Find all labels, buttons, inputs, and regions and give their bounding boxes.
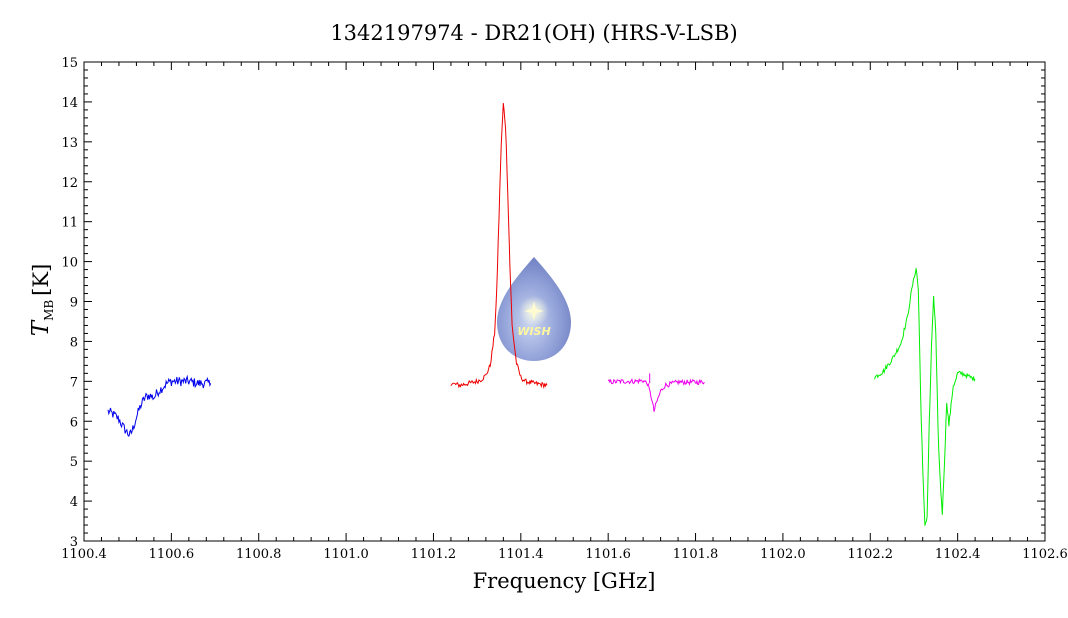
x-tick-label: 1101.2	[411, 547, 457, 562]
y-tick-label: 11	[61, 216, 78, 231]
spectrum-series-line	[874, 268, 976, 526]
x-tick-label: 1102.6	[1022, 547, 1068, 562]
x-tick-label: 1102.0	[760, 547, 806, 562]
x-tick-label: 1101.0	[323, 547, 369, 562]
y-tick-label: 13	[61, 136, 78, 151]
x-tick-label: 1100.8	[236, 547, 282, 562]
x-tick-label: 1100.4	[61, 547, 107, 562]
x-axis-label: Frequency [GHz]	[473, 569, 656, 593]
y-tick-label: 10	[61, 256, 78, 271]
y-label-subscript: MB	[42, 300, 56, 321]
x-tick-label: 1101.4	[498, 547, 544, 562]
y-label-unit: [K]	[29, 264, 53, 296]
chart-title: 1342197974 - DR21(OH) (HRS-V-LSB)	[330, 21, 737, 45]
logo-wish: WISH	[497, 257, 571, 361]
y-tick-label: 4	[70, 495, 78, 510]
y-axis-label: TMB [K]	[28, 264, 56, 337]
y-tick-label: 15	[61, 56, 78, 71]
series-layer	[107, 102, 976, 526]
y-tick-label: 14	[61, 96, 78, 111]
y-tick-label: 6	[70, 415, 78, 430]
ticks-layer: 1100.4 1100.6 1100.8 1101.0 1101.2 1101.4 1101…	[61, 56, 1068, 562]
x-tick-label: 1102.4	[935, 547, 981, 562]
y-tick-label: 7	[70, 375, 78, 390]
x-tick-label: 1102.2	[848, 547, 894, 562]
spectrum-series-line	[107, 374, 212, 437]
spectrum-series-line	[607, 377, 705, 412]
y-tick-label: 12	[61, 176, 78, 191]
y-tick-label: 5	[70, 455, 78, 470]
y-tick-label: 8	[70, 335, 78, 350]
logo-text: WISH	[517, 325, 550, 338]
x-tick-label: 1100.6	[149, 547, 195, 562]
spectrum-series-line	[450, 102, 548, 390]
y-tick-label: 9	[70, 296, 78, 311]
y-tick-label: 3	[70, 535, 78, 550]
x-tick-label: 1101.6	[585, 547, 631, 562]
x-tick-label: 1101.8	[673, 547, 719, 562]
y-label-symbol: T	[28, 319, 54, 336]
star-icon	[524, 301, 544, 321]
